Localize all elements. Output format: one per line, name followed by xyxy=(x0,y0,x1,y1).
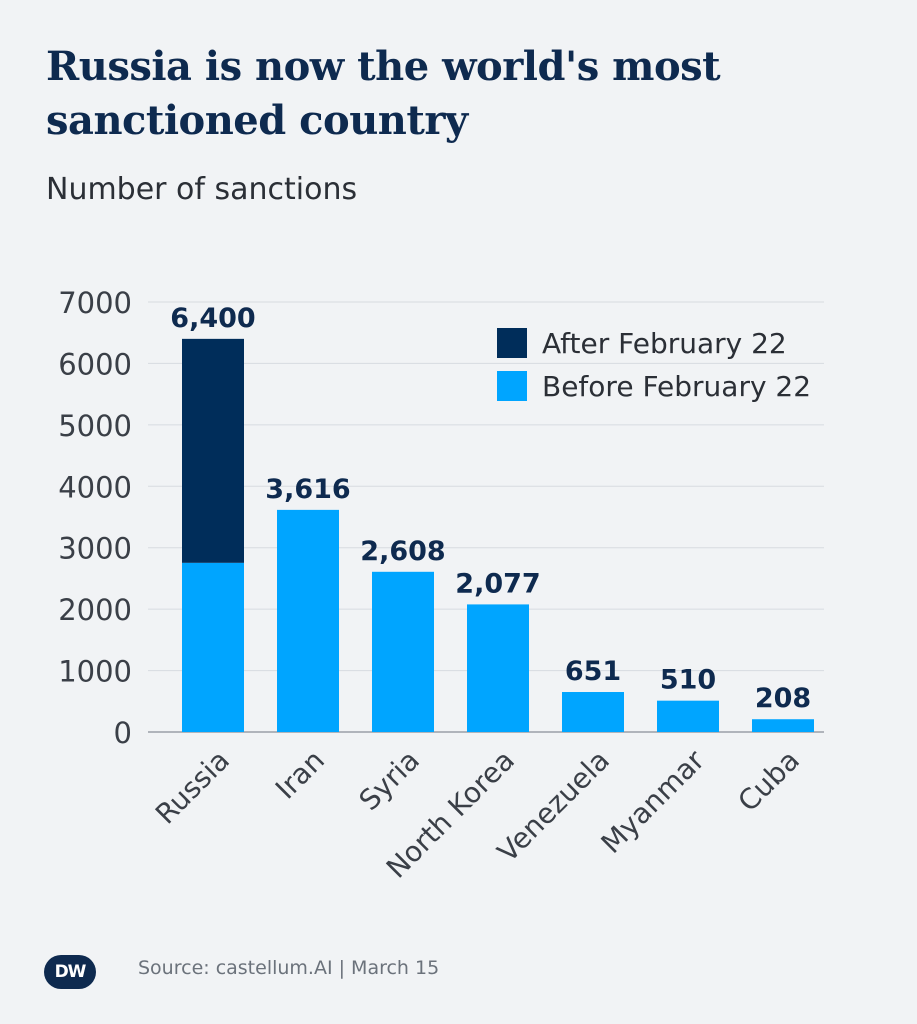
bar-before-feb22 xyxy=(467,604,529,732)
y-tick-label: 2000 xyxy=(58,593,132,627)
dw-logo-icon: DW xyxy=(44,955,96,989)
x-tick-label: Syria xyxy=(353,744,426,817)
x-tick-label: Myanmar xyxy=(595,743,712,860)
data-label: 6,400 xyxy=(170,303,255,334)
bar-before-feb22 xyxy=(752,719,814,732)
legend-label: After February 22 xyxy=(542,327,787,360)
bar-before-feb22 xyxy=(562,692,624,732)
y-tick-label: 1000 xyxy=(58,655,132,689)
y-tick-label: 4000 xyxy=(58,470,132,504)
data-label: 2,608 xyxy=(360,536,445,567)
y-tick-label: 0 xyxy=(114,716,132,750)
data-label: 651 xyxy=(565,656,621,687)
legend-swatch xyxy=(497,328,527,358)
y-tick-label: 5000 xyxy=(58,409,132,443)
data-label: 510 xyxy=(660,665,716,696)
bar-before-feb22 xyxy=(182,562,244,732)
y-tick-label: 3000 xyxy=(58,532,132,566)
data-label: 3,616 xyxy=(265,474,350,505)
x-tick-label: Russia xyxy=(149,744,236,831)
legend-swatch xyxy=(497,371,527,401)
bar-before-feb22 xyxy=(372,571,434,732)
bar-before-feb22 xyxy=(657,700,719,732)
source-note: Source: castellum.AI | March 15 xyxy=(138,957,440,979)
x-tick-label: Iran xyxy=(269,744,331,806)
y-tick-label: 7000 xyxy=(58,286,132,320)
x-tick-label: Cuba xyxy=(732,744,806,818)
y-tick-label: 6000 xyxy=(58,347,132,381)
legend-label: Before February 22 xyxy=(542,370,811,403)
data-label: 2,077 xyxy=(455,568,540,599)
data-label: 208 xyxy=(755,683,811,714)
bar-after-feb22 xyxy=(182,338,244,563)
chart-title: Russia is now the world's most sanctione… xyxy=(46,43,721,144)
bar-chart: 0 1000 2000 3000 4000 5000 6000 7000 6,400 Russia… xyxy=(58,286,824,885)
chart-subtitle: Number of sanctions xyxy=(46,172,358,207)
bar-before-feb22 xyxy=(277,509,339,732)
